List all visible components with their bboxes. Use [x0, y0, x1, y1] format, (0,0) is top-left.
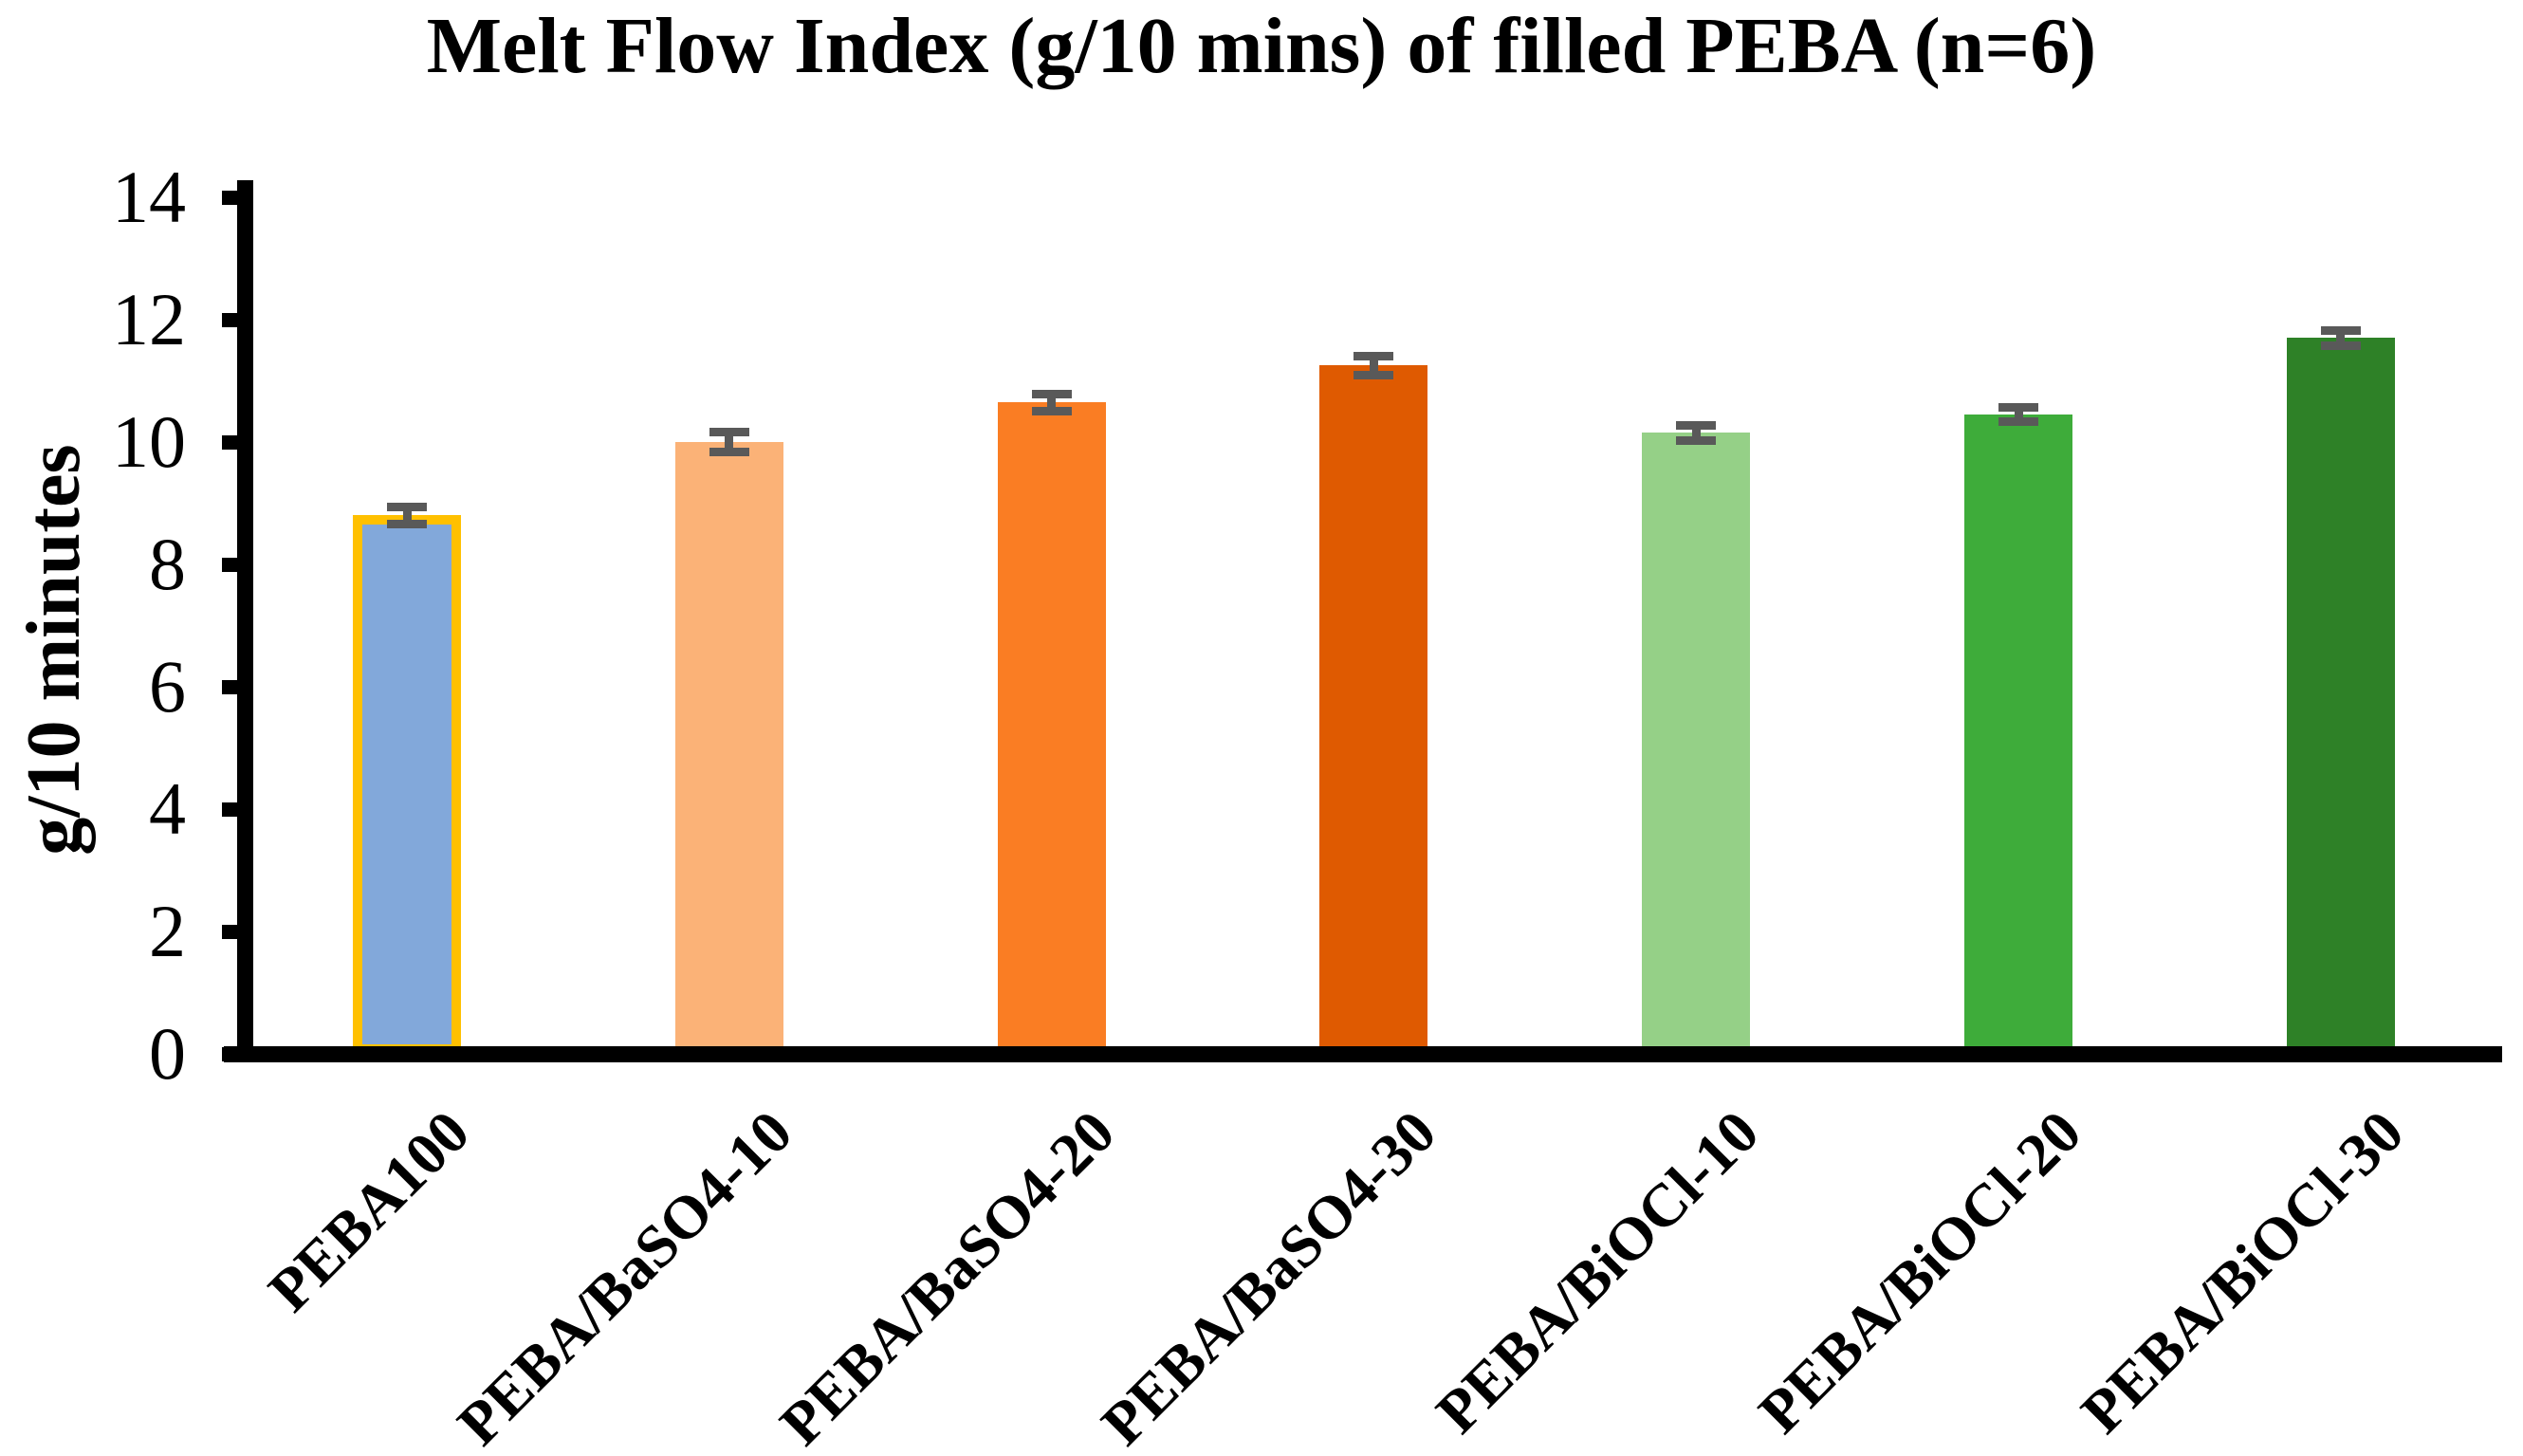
error-bar-cap-top-6 — [2321, 326, 2361, 335]
error-bar-line-3 — [1370, 357, 1378, 375]
error-bar-cap-top-5 — [1998, 403, 2038, 412]
error-bar-cap-bottom-0 — [387, 520, 427, 528]
error-bar-cap-bottom-3 — [1354, 371, 1393, 379]
error-bar-cap-bottom-6 — [2321, 341, 2361, 350]
error-bar-cap-top-2 — [1032, 390, 1072, 398]
x-axis-label-PEBA/BiOCl-10: PEBA/BiOCl-10 — [1423, 1097, 1772, 1447]
error-bar-cap-bottom-5 — [1998, 417, 2038, 426]
y-axis-line — [237, 180, 253, 1061]
error-bar-cap-top-4 — [1676, 421, 1716, 430]
y-axis-tick-label-8: 8 — [149, 523, 186, 605]
bar-PEBA/BaSO4-10 — [675, 442, 783, 1054]
error-bar-line-5 — [2015, 407, 2023, 421]
y-axis-tick-label-0: 0 — [149, 1012, 186, 1095]
error-bar-line-2 — [1047, 394, 1056, 411]
bar-PEBA/BiOCl-30 — [2287, 338, 2395, 1054]
bar-PEBA/BaSO4-20 — [998, 402, 1106, 1054]
x-axis-label-PEBA100: PEBA100 — [255, 1097, 483, 1325]
x-axis-label-PEBA/BiOCl-30: PEBA/BiOCl-30 — [2068, 1097, 2417, 1447]
x-axis-label-PEBA/BiOCl-20: PEBA/BiOCl-20 — [1745, 1097, 2094, 1447]
chart-title: Melt Flow Index (g/10 mins) of filled PE… — [426, 2, 2097, 90]
bar-PEBA/BiOCl-20 — [1964, 415, 2072, 1054]
error-bar-line-0 — [403, 507, 412, 524]
error-bar-cap-top-1 — [709, 428, 749, 436]
bar-PEBA100 — [353, 515, 461, 1054]
error-bar-line-6 — [2336, 331, 2345, 345]
bar-PEBA/BiOCl-10 — [1642, 433, 1750, 1054]
x-axis-line — [224, 1046, 2502, 1062]
y-axis-tick-label-2: 2 — [149, 890, 186, 972]
error-bar-cap-bottom-1 — [709, 448, 749, 456]
y-axis-tick-label-12: 12 — [112, 278, 186, 360]
y-axis-tick-label-4: 4 — [149, 767, 186, 850]
y-axis-tick-label-6: 6 — [149, 645, 186, 728]
error-bar-cap-top-3 — [1354, 352, 1393, 360]
error-bar-line-1 — [725, 432, 733, 452]
error-bar-cap-top-0 — [387, 503, 427, 511]
bar-PEBA/BaSO4-30 — [1319, 365, 1427, 1054]
error-bar-line-4 — [1692, 426, 1701, 440]
error-bar-cap-bottom-4 — [1676, 436, 1716, 445]
y-axis-tick-label-14: 14 — [112, 156, 186, 238]
y-axis-tick-label-10: 10 — [112, 400, 186, 483]
error-bar-cap-bottom-2 — [1032, 407, 1072, 415]
x-axis-label-PEBA/BaSO4-10: PEBA/BaSO4-10 — [444, 1097, 805, 1456]
x-axis-label-PEBA/BaSO4-20: PEBA/BaSO4-20 — [766, 1097, 1128, 1456]
x-axis-label-PEBA/BaSO4-30: PEBA/BaSO4-30 — [1088, 1097, 1449, 1456]
